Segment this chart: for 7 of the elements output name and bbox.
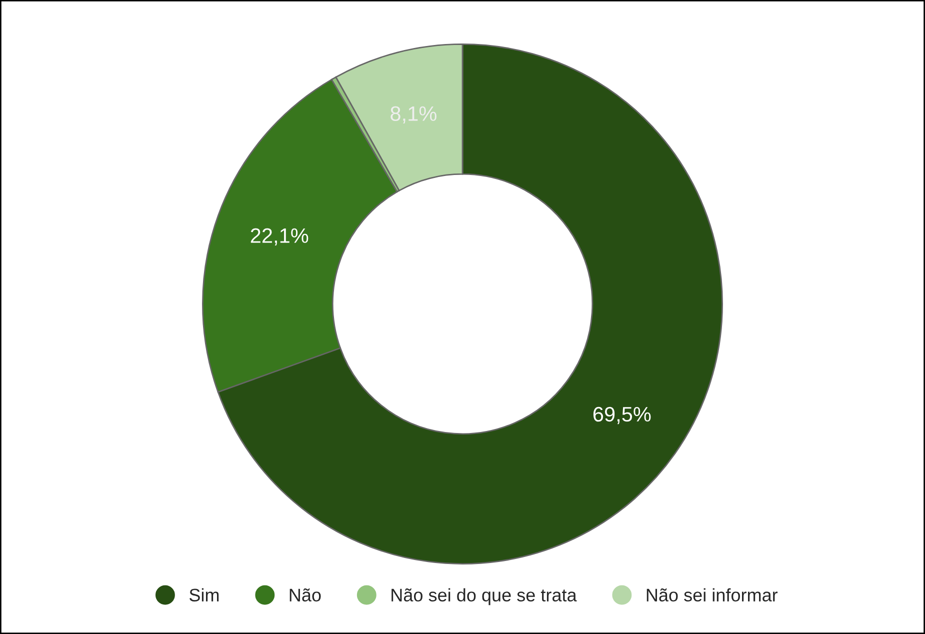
legend-label: Não sei informar [646, 588, 778, 602]
legend-label: Não [290, 588, 321, 602]
data-label: 8,1% [390, 106, 436, 124]
data-label: 22,1% [250, 228, 308, 246]
legend-label: Sim [190, 588, 219, 602]
data-label: 69,5% [593, 406, 651, 424]
legend-label: Não sei do que se trata [392, 588, 577, 606]
